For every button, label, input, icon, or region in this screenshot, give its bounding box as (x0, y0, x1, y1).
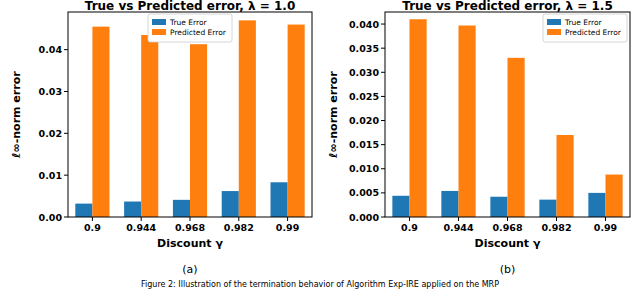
bar (92, 27, 109, 217)
y-tick (381, 217, 385, 218)
y-tick (381, 144, 385, 145)
bar (75, 204, 92, 217)
bar (588, 193, 605, 217)
y-tick (381, 120, 385, 121)
x-tick-label: 0.9 (84, 222, 101, 233)
legend-swatch (547, 19, 561, 25)
legend-label: True Error (169, 18, 208, 27)
y-tick (381, 192, 385, 193)
bar (441, 191, 458, 217)
x-tick-label: 0.944 (443, 222, 473, 233)
x-tick (190, 217, 191, 221)
bar (508, 58, 525, 217)
legend-swatch (547, 29, 561, 35)
axes-frame (68, 12, 312, 217)
bar (539, 200, 556, 217)
y-tick-label: 0.030 (349, 67, 379, 78)
x-tick (287, 217, 288, 221)
y-axis-label: ℓ∞-norm error (327, 71, 340, 159)
y-tick (381, 96, 385, 97)
title: True vs Predicted error, λ = 1.0 (85, 0, 295, 13)
x-tick-label: 0.982 (224, 222, 254, 233)
y-tick (381, 48, 385, 49)
x-tick (556, 217, 557, 221)
x-axis-label: Discount γ (157, 237, 223, 250)
y-tick-label: 0.040 (349, 19, 379, 30)
x-tick (92, 217, 93, 221)
y-axis-label: ℓ∞-norm error (10, 71, 23, 159)
y-tick-label: 0.035 (349, 43, 379, 54)
legend-swatch (152, 29, 166, 35)
bar (459, 26, 476, 217)
bar (490, 197, 507, 217)
bar (124, 202, 141, 217)
legend-swatch (152, 19, 166, 25)
bar (141, 35, 158, 217)
x-tick-label: 0.982 (541, 222, 571, 233)
y-tick (64, 91, 68, 92)
bars (392, 19, 622, 217)
x-tick-label: 0.99 (276, 222, 299, 233)
legend-box (543, 14, 627, 42)
legend-box (148, 14, 232, 42)
legend-label: Predicted Error (565, 28, 622, 37)
x-tick (409, 217, 410, 221)
bar (271, 182, 288, 217)
bar (606, 175, 623, 217)
y-tick (381, 24, 385, 25)
y-tick-label: 0.04 (39, 44, 63, 55)
y-tick (381, 168, 385, 169)
y-tick-label: 0.005 (349, 187, 379, 198)
bar (288, 25, 305, 217)
bar (173, 200, 190, 217)
x-axis-label: Discount γ (475, 237, 541, 250)
bar (410, 19, 427, 217)
bars (75, 20, 304, 217)
panel-label: (b) (500, 263, 516, 276)
bar (222, 191, 239, 217)
x-tick-label: 0.944 (126, 222, 156, 233)
x-tick-label: 0.968 (175, 222, 205, 233)
bar (239, 20, 256, 217)
caption: Figure 2: Illustration of the terminatio… (141, 280, 499, 289)
y-tick-label: 0.01 (39, 170, 62, 181)
y-tick-label: 0.03 (39, 86, 62, 97)
y-tick (64, 133, 68, 134)
x-tick (141, 217, 142, 221)
title: True vs Predicted error, λ = 1.5 (402, 0, 612, 13)
bar (392, 196, 409, 217)
legend-label: Predicted Error (170, 28, 227, 37)
y-tick-label: 0.02 (39, 128, 62, 139)
y-tick (64, 217, 68, 218)
legend: True ErrorPredicted Error (148, 14, 232, 42)
x-tick (507, 217, 508, 221)
y-tick-label: 0.000 (349, 212, 379, 223)
axes-frame (385, 12, 630, 217)
x-tick-label: 0.9 (401, 222, 418, 233)
panel-label: (a) (182, 263, 197, 276)
x-tick-label: 0.968 (492, 222, 522, 233)
x-tick (238, 217, 239, 221)
y-tick-label: 0.00 (39, 212, 63, 223)
bar (190, 44, 207, 217)
bar (557, 135, 574, 217)
chart: 0.000 0.005 0.010 0.015 0.020 0.025 0.030 0.035… (327, 0, 630, 276)
legend: True ErrorPredicted Error (543, 14, 627, 42)
x-tick (458, 217, 459, 221)
figure: 0.000.010.020.030.040.90.9440.9680.9820.… (0, 0, 640, 291)
y-tick-label: 0.020 (349, 115, 379, 126)
chart: 0.00 0.01 0.02 0.03 0.04 0.9 0.944 0.968 0.982 0.… (10, 0, 312, 276)
y-tick-label: 0.010 (349, 163, 379, 174)
y-tick-label: 0.015 (349, 139, 379, 150)
y-tick (381, 72, 385, 73)
x-tick-label: 0.99 (594, 222, 617, 233)
y-tick-label: 0.025 (349, 91, 379, 102)
y-tick (64, 49, 68, 50)
legend-label: True Error (564, 18, 603, 27)
x-tick (605, 217, 606, 221)
y-tick (64, 175, 68, 176)
